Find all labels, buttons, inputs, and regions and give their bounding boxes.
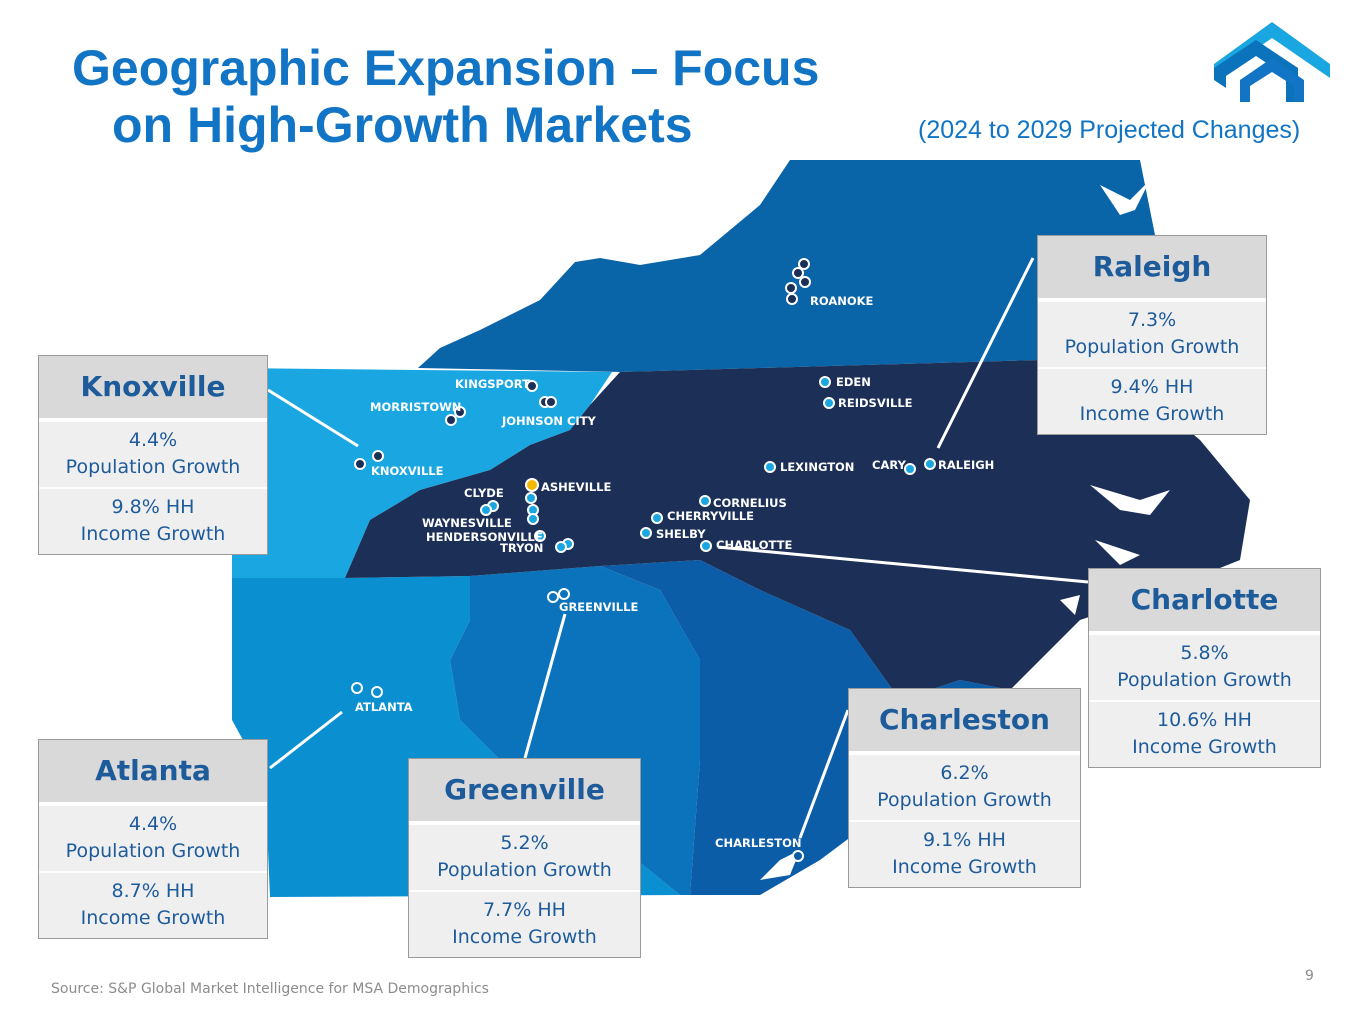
coastline-sounds bbox=[760, 180, 1262, 880]
population-growth: 4.4% Population Growth bbox=[39, 422, 267, 487]
income-growth: 9.4% HH Income Growth bbox=[1038, 367, 1266, 434]
population-growth-label: Population Growth bbox=[1064, 336, 1240, 358]
population-growth: 5.2% Population Growth bbox=[409, 825, 640, 890]
page-title-line-2: on High-Growth Markets bbox=[112, 97, 693, 153]
population-growth: 5.8% Population Growth bbox=[1089, 635, 1320, 700]
city-label: KNOXVILLE bbox=[371, 464, 444, 478]
population-growth-value: 6.2% bbox=[940, 762, 989, 784]
city-label: JOHNSON CITY bbox=[501, 414, 597, 428]
company-logo-icon bbox=[1214, 22, 1330, 102]
source-note: Source: S&P Global Market Intelligence f… bbox=[51, 981, 489, 997]
callout-connectors bbox=[267, 257, 1089, 839]
city-label: ASHEVILLE bbox=[541, 480, 611, 494]
income-growth-value: 10.6% HH bbox=[1157, 709, 1252, 731]
callout-charlotte: Charlotte 5.8% Population Growth 10.6% H… bbox=[1088, 568, 1321, 768]
callout-title: Knoxville bbox=[39, 356, 267, 422]
callout-atlanta: Atlanta 4.4% Population Growth 8.7% HH I… bbox=[38, 739, 268, 939]
city-labels: ROANOKE EDEN REIDSVILLE KINGSPORT MORRIS… bbox=[355, 294, 994, 850]
income-growth-label: Income Growth bbox=[80, 907, 226, 929]
income-growth: 9.8% HH Income Growth bbox=[39, 487, 267, 554]
city-label: GREENVILLE bbox=[559, 600, 638, 614]
city-label: HENDERSONVILLE bbox=[426, 530, 543, 544]
income-growth-value: 9.8% HH bbox=[111, 496, 195, 518]
city-label: CORNELIUS bbox=[713, 496, 787, 510]
city-label: CHARLESTON bbox=[715, 836, 802, 850]
income-growth: 10.6% HH Income Growth bbox=[1089, 700, 1320, 767]
income-growth-value: 9.1% HH bbox=[923, 829, 1006, 851]
city-label: EDEN bbox=[836, 375, 871, 389]
region-piedmont bbox=[345, 356, 1250, 700]
city-label: ROANOKE bbox=[810, 294, 874, 308]
income-growth-value: 9.4% HH bbox=[1110, 376, 1194, 398]
income-growth: 9.1% HH Income Growth bbox=[849, 820, 1080, 887]
city-label: TRYON bbox=[500, 541, 543, 555]
city-markers bbox=[351, 258, 936, 862]
region-charleston bbox=[600, 560, 1010, 895]
city-label: MORRISTOWN bbox=[370, 400, 461, 414]
city-label: LEXINGTON bbox=[780, 460, 854, 474]
income-growth-label: Income Growth bbox=[1079, 403, 1225, 425]
income-growth-label: Income Growth bbox=[1132, 736, 1277, 758]
population-growth: 7.3% Population Growth bbox=[1038, 302, 1266, 367]
city-label: CHERRYVILLE bbox=[667, 509, 754, 523]
callout-charleston: Charleston 6.2% Population Growth 9.1% H… bbox=[848, 688, 1081, 888]
city-label: RALEIGH bbox=[938, 458, 994, 472]
callout-title: Charleston bbox=[849, 689, 1080, 755]
city-label: CHARLOTTE bbox=[716, 538, 792, 552]
city-label: CLYDE bbox=[464, 486, 504, 500]
income-growth-value: 7.7% HH bbox=[483, 899, 566, 921]
income-growth: 8.7% HH Income Growth bbox=[39, 871, 267, 938]
income-growth-label: Income Growth bbox=[80, 523, 226, 545]
city-label: REIDSVILLE bbox=[838, 396, 913, 410]
population-growth-value: 5.2% bbox=[500, 832, 549, 854]
region-virginia bbox=[418, 160, 1160, 372]
page-number: 9 bbox=[1305, 968, 1314, 984]
callout-knoxville: Knoxville 4.4% Population Growth 9.8% HH… bbox=[38, 355, 268, 555]
page-title-line-1: Geographic Expansion – Focus bbox=[72, 40, 820, 96]
income-growth-label: Income Growth bbox=[892, 856, 1037, 878]
population-growth-value: 4.4% bbox=[128, 813, 178, 835]
population-growth-value: 4.4% bbox=[128, 429, 178, 451]
population-growth-value: 7.3% bbox=[1127, 309, 1177, 331]
callout-title: Greenville bbox=[409, 759, 640, 825]
callout-greenville: Greenville 5.2% Population Growth 7.7% H… bbox=[408, 758, 641, 958]
population-growth-value: 5.8% bbox=[1180, 642, 1229, 664]
city-label: SHELBY bbox=[656, 527, 706, 541]
page-title: Geographic Expansion – Focus on High-Gro… bbox=[72, 40, 892, 154]
city-label: WAYNESVILLE bbox=[422, 516, 512, 530]
income-growth-label: Income Growth bbox=[452, 926, 597, 948]
population-growth-label: Population Growth bbox=[877, 789, 1052, 811]
population-growth-label: Population Growth bbox=[437, 859, 612, 881]
callout-title: Raleigh bbox=[1038, 236, 1266, 302]
region-knoxville bbox=[232, 368, 612, 578]
callout-raleigh: Raleigh 7.3% Population Growth 9.4% HH I… bbox=[1037, 235, 1267, 435]
population-growth: 6.2% Population Growth bbox=[849, 755, 1080, 820]
population-growth-label: Population Growth bbox=[1117, 669, 1292, 691]
population-growth-label: Population Growth bbox=[65, 456, 241, 478]
income-growth-value: 8.7% HH bbox=[111, 880, 195, 902]
income-growth: 7.7% HH Income Growth bbox=[409, 890, 640, 957]
page-subtitle: (2024 to 2029 Projected Changes) bbox=[918, 116, 1301, 144]
callout-title: Charlotte bbox=[1089, 569, 1320, 635]
city-label: CARY bbox=[872, 458, 907, 472]
population-growth-label: Population Growth bbox=[65, 840, 241, 862]
city-label: KINGSPORT bbox=[455, 377, 530, 391]
population-growth: 4.4% Population Growth bbox=[39, 806, 267, 871]
city-label: ATLANTA bbox=[355, 700, 413, 714]
callout-title: Atlanta bbox=[39, 740, 267, 806]
